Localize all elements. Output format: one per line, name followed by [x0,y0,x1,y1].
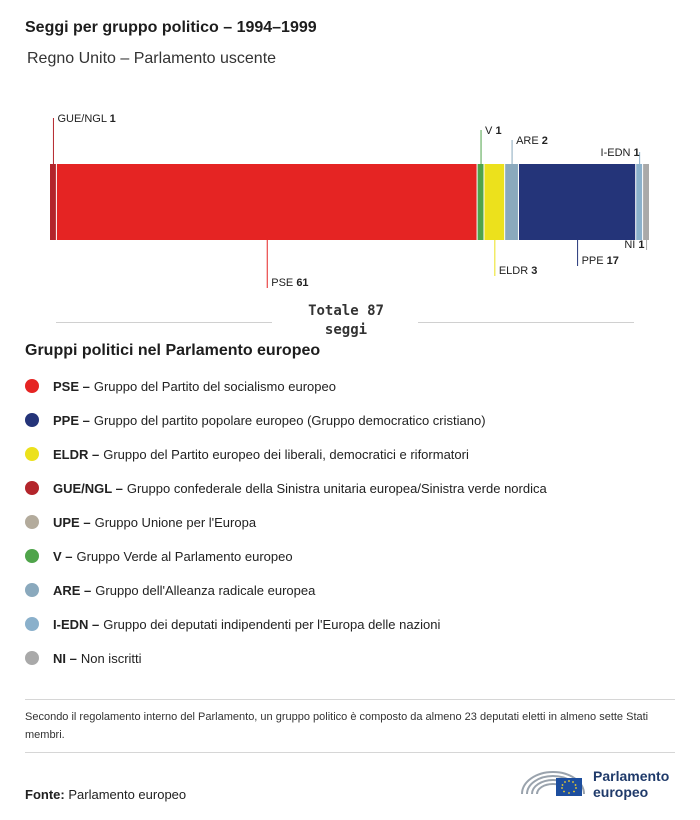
legend-dot [25,379,39,393]
stacked-bar-chart: GUE/NGL 1 PSE 61 V 1 ELDR 3 ARE 2 PPE 17 I-EDN… [50,113,649,289]
data-label-name: I-EDN [601,147,634,159]
total-unit: seggi [324,322,368,338]
data-label-name: ELDR [499,265,531,277]
legend-abbr: V – [53,548,73,564]
legend-item: ARE – Gruppo dell'Alleanza radicale europ… [25,573,547,607]
bar-segment-ni [643,164,649,240]
legend-abbr: GUE/NGL – [53,480,123,496]
bar-segment-gue/ngl [50,164,56,240]
legend-item: PSE – Gruppo del Partito del socialismo e… [25,369,547,403]
legend: PSE – Gruppo del Partito del socialismo e… [25,369,547,675]
legend-text: Gruppo del Partito europeo dei liberali,… [103,446,469,462]
data-label-value: 3 [531,265,537,277]
legend-abbr: PPE – [53,412,90,428]
legend-dot [25,447,39,461]
legend-abbr: ELDR – [53,446,100,462]
legend-item: I-EDN – Gruppo dei deputati indipendenti … [25,607,547,641]
legend-dot [25,583,39,597]
logo-text: Parlamento europeo [593,768,669,800]
legend-item: NI – Non iscritti [25,641,547,675]
data-label-value: 1 [638,239,644,251]
parliament-hemicycle-icon [521,771,585,796]
divider-bottom [25,752,675,753]
legend-text: Gruppo dell'Alleanza radicale europea [95,582,316,598]
total-divider-left [56,322,272,323]
data-label-name: NI [624,239,638,251]
legend-dot [25,617,39,631]
data-label-name: PSE [271,277,296,289]
legend-dot [25,481,39,495]
legend-item: GUE/NGL – Gruppo confederale della Sinist… [25,471,547,505]
footnote: Secondo il regolamento interno del Parla… [25,711,649,741]
bar-segment-i-edn [636,164,643,240]
legend-dot [25,549,39,563]
data-label-ni: NI 1 [624,239,644,251]
source-text: Parlamento europeo [68,787,187,802]
legend-item: UPE – Gruppo Unione per l'Europa [25,505,547,539]
legend-item: V – Gruppo Verde al Parlamento europeo [25,539,547,573]
parliament-logo: Parlamento europeo [518,762,683,802]
data-label-pse: PSE 61 [271,277,308,289]
bar-segment-v [477,164,484,240]
data-label-name: V [485,125,495,137]
total-count: Totale 87 [308,303,384,319]
legend-abbr: ARE – [53,582,92,598]
data-label-value: 1 [495,125,501,137]
bar-segment-are [505,164,518,240]
bar-segment-pse [56,164,477,240]
data-label-v: V 1 [485,125,502,137]
data-label-gue/ngl: GUE/NGL 1 [57,113,115,125]
source: Fonte: Parlamento europeo [25,787,186,802]
data-label-value: 2 [542,135,548,147]
legend-text: Gruppo Unione per l'Europa [94,514,257,530]
chart-subtitle: Regno Unito – Parlamento uscente [27,50,277,67]
legend-abbr: PSE – [53,378,90,394]
total-divider-right [418,322,634,323]
legend-text: Gruppo del Partito del socialismo europe… [93,378,336,394]
data-label-name: ARE [516,135,542,147]
data-label-value: 1 [634,147,640,159]
source-label: Fonte: [25,787,65,802]
logo-line-1: Parlamento [593,768,670,784]
data-label-value: 17 [607,255,619,267]
legend-item: PPE – Gruppo del partito popolare europeo… [25,403,547,437]
data-label-name: PPE [582,255,607,267]
data-label-ppe: PPE 17 [582,255,619,267]
data-label-name: GUE/NGL [57,113,109,125]
legend-text: Non iscritti [80,650,142,666]
legend-text: Gruppo confederale della Sinistra unitar… [126,480,547,496]
chart-title: Seggi per gruppo politico – 1994–1999 [25,19,317,36]
data-label-are: ARE 2 [516,135,548,147]
legend-text: Gruppo del partito popolare europeo (Gru… [93,412,486,428]
data-label-value: 1 [110,113,116,125]
total-seats: Totale 87 seggi [274,302,418,340]
legend-abbr: NI – [53,650,77,666]
bar-segment-eldr [484,164,505,240]
data-label-i-edn: I-EDN 1 [601,147,640,159]
data-label-value: 61 [296,277,308,289]
legend-text: Gruppo dei deputati indipendenti per l'E… [103,616,441,632]
bar-segment-ppe [518,164,636,240]
legend-abbr: UPE – [53,514,91,530]
legend-dot [25,413,39,427]
legend-dot [25,651,39,665]
legend-title: Gruppi politici nel Parlamento europeo [25,342,321,359]
divider-top [25,699,675,700]
logo-line-2: europeo [593,784,649,800]
legend-item: ELDR – Gruppo del Partito europeo dei lib… [25,437,547,471]
legend-abbr: I-EDN – [53,616,100,632]
legend-text: Gruppo Verde al Parlamento europeo [76,548,293,564]
legend-dot [25,515,39,529]
data-label-eldr: ELDR 3 [499,265,538,277]
